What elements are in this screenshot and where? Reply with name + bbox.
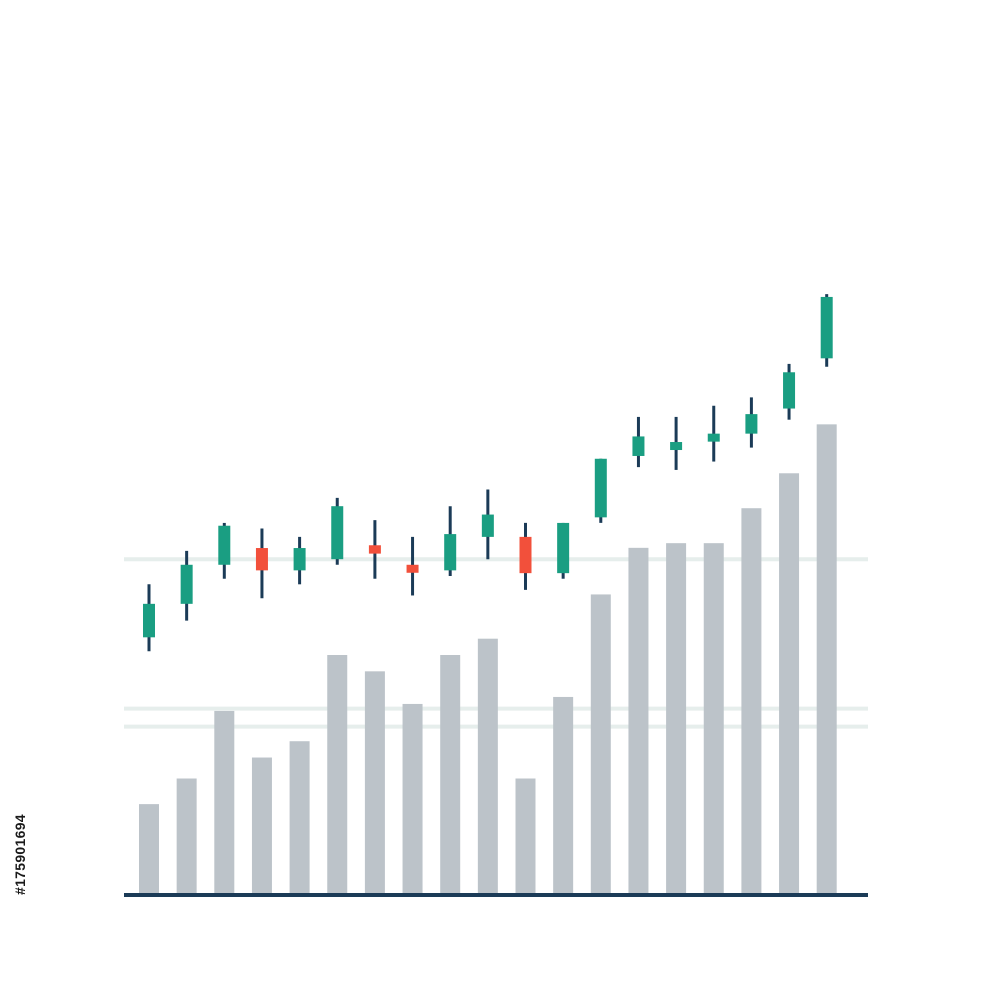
candle-7 <box>368 520 381 579</box>
volume-bar-3 <box>214 710 235 895</box>
candle-11 <box>519 522 532 590</box>
candle-17 <box>745 397 758 448</box>
candle-body-4 <box>255 548 268 571</box>
candle-body-7 <box>368 545 381 554</box>
volume-bar-14 <box>628 547 649 895</box>
volume-bar-9 <box>440 655 461 895</box>
candle-body-13 <box>594 458 607 518</box>
candle-body-10 <box>481 514 494 537</box>
volume-bar-7 <box>364 671 385 895</box>
candle-4 <box>255 528 268 599</box>
candle-body-9 <box>444 534 457 571</box>
candle-5 <box>293 536 306 585</box>
candle-2 <box>180 550 193 621</box>
candle-body-12 <box>557 522 570 574</box>
candle-8 <box>406 536 419 596</box>
volume-bar-13 <box>590 594 611 895</box>
volume-bar-17 <box>741 508 762 895</box>
volume-bar-19 <box>816 424 837 895</box>
candle-6 <box>331 497 344 565</box>
candle-body-6 <box>331 506 344 560</box>
candle-19 <box>820 294 833 367</box>
candle-16 <box>707 405 720 462</box>
candle-body-16 <box>707 433 720 442</box>
candle-9 <box>444 506 457 576</box>
volume-bar-1 <box>139 804 159 895</box>
volume-bar-8 <box>402 703 423 895</box>
volume-bar-16 <box>703 543 724 895</box>
volume-bar-4 <box>251 757 272 895</box>
candle-body-18 <box>783 372 796 409</box>
volume-bar-15 <box>666 543 687 895</box>
stock-image-id: #175901694 <box>12 814 28 895</box>
candle-body-19 <box>820 296 833 359</box>
candle-13 <box>594 458 607 523</box>
volume-bar-6 <box>327 655 348 895</box>
candle-body-3 <box>218 525 231 565</box>
volume-bar-2 <box>176 778 197 895</box>
candle-15 <box>670 416 683 470</box>
candle-body-5 <box>293 548 306 571</box>
volume-bar-10 <box>477 638 498 895</box>
candle-body-8 <box>406 564 419 573</box>
candle-1 <box>143 584 155 652</box>
volume-bar-11 <box>515 778 536 895</box>
volume-bar-5 <box>289 741 310 895</box>
candle-10 <box>481 489 494 560</box>
candle-14 <box>632 416 645 468</box>
candle-12 <box>557 522 570 579</box>
candle-18 <box>783 363 796 420</box>
candle-body-15 <box>670 442 683 451</box>
candle-body-17 <box>745 414 758 434</box>
candle-3 <box>218 522 231 579</box>
volume-bars <box>139 424 837 895</box>
candle-body-14 <box>632 436 645 456</box>
candle-body-2 <box>180 564 193 604</box>
candle-body-1 <box>143 603 155 638</box>
volume-bar-12 <box>553 696 574 895</box>
candlesticks <box>143 294 833 652</box>
volume-bar-18 <box>779 473 800 895</box>
candle-body-11 <box>519 536 532 574</box>
